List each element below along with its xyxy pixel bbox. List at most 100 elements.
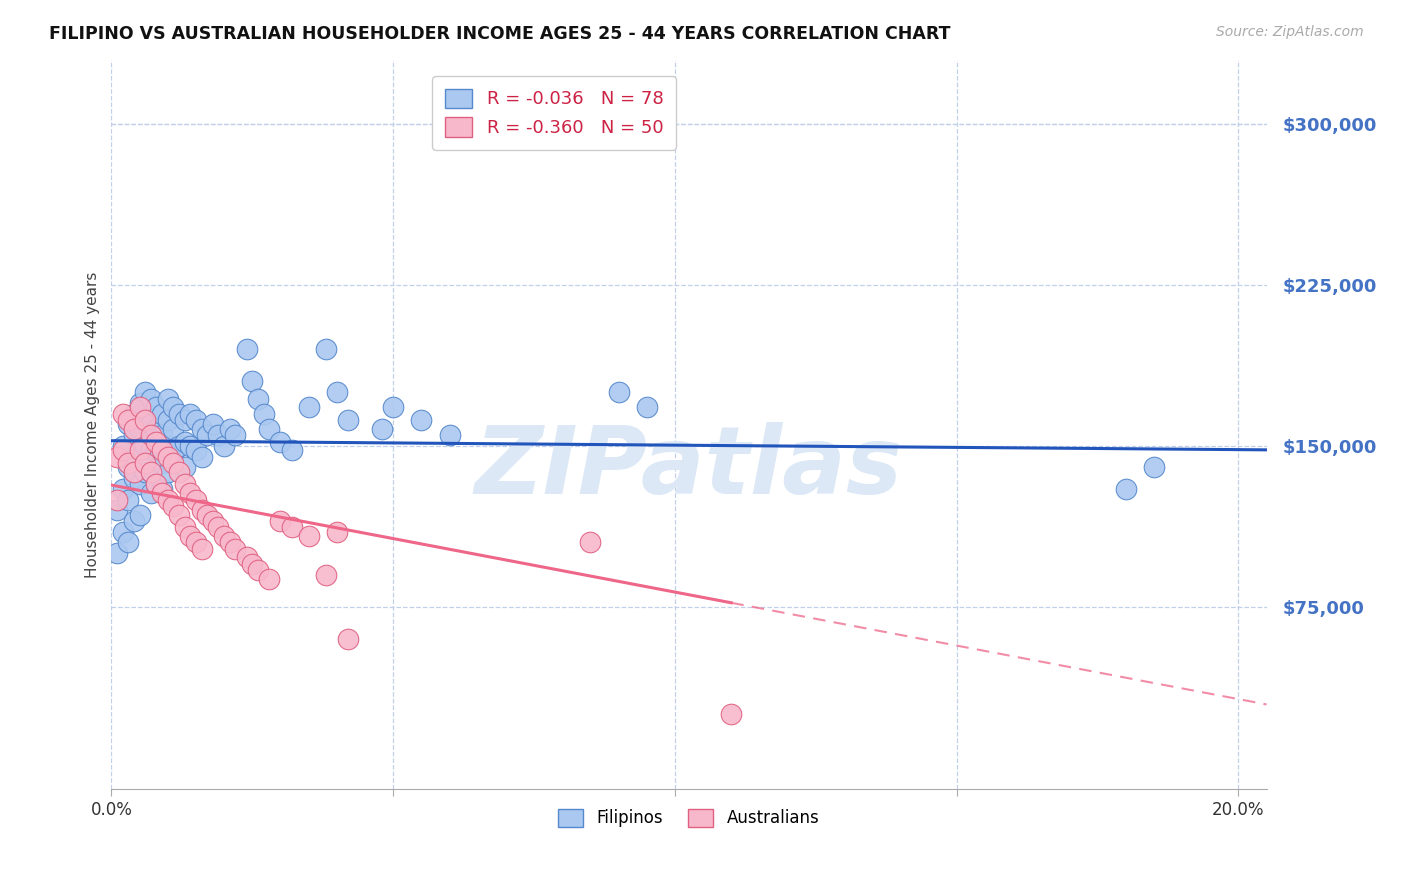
Point — [179, 529, 201, 543]
Point — [382, 401, 405, 415]
Point — [156, 492, 179, 507]
Point — [111, 524, 134, 539]
Point — [246, 392, 269, 406]
Point — [337, 413, 360, 427]
Point — [173, 477, 195, 491]
Point — [150, 443, 173, 458]
Point — [179, 439, 201, 453]
Point — [173, 434, 195, 449]
Point — [240, 375, 263, 389]
Point — [139, 443, 162, 458]
Point — [636, 401, 658, 415]
Point — [173, 460, 195, 475]
Point — [139, 417, 162, 432]
Point — [190, 450, 212, 464]
Point — [212, 529, 235, 543]
Text: Source: ZipAtlas.com: Source: ZipAtlas.com — [1216, 25, 1364, 39]
Point — [162, 450, 184, 464]
Point — [315, 343, 337, 357]
Point — [122, 514, 145, 528]
Point — [128, 508, 150, 522]
Point — [145, 443, 167, 458]
Point — [117, 460, 139, 475]
Legend: Filipinos, Australians: Filipinos, Australians — [550, 800, 828, 836]
Point — [439, 428, 461, 442]
Point — [207, 520, 229, 534]
Point — [218, 422, 240, 436]
Point — [246, 563, 269, 577]
Point — [134, 413, 156, 427]
Point — [122, 471, 145, 485]
Point — [411, 413, 433, 427]
Point — [145, 477, 167, 491]
Point — [167, 439, 190, 453]
Point — [167, 508, 190, 522]
Point — [128, 396, 150, 410]
Point — [139, 465, 162, 479]
Point — [139, 465, 162, 479]
Point — [371, 422, 394, 436]
Point — [184, 535, 207, 549]
Point — [315, 567, 337, 582]
Point — [105, 492, 128, 507]
Point — [579, 535, 602, 549]
Point — [117, 413, 139, 427]
Point — [1115, 482, 1137, 496]
Point — [257, 572, 280, 586]
Point — [128, 401, 150, 415]
Point — [298, 401, 321, 415]
Point — [224, 428, 246, 442]
Point — [128, 443, 150, 458]
Point — [184, 492, 207, 507]
Point — [150, 407, 173, 421]
Point — [105, 503, 128, 517]
Point — [179, 486, 201, 500]
Point — [156, 392, 179, 406]
Point — [162, 456, 184, 470]
Point — [720, 707, 742, 722]
Point — [195, 508, 218, 522]
Point — [134, 456, 156, 470]
Point — [111, 443, 134, 458]
Point — [111, 439, 134, 453]
Point — [122, 407, 145, 421]
Point — [128, 477, 150, 491]
Point — [162, 422, 184, 436]
Point — [184, 443, 207, 458]
Point — [122, 465, 145, 479]
Point — [235, 343, 257, 357]
Point — [252, 407, 274, 421]
Point — [145, 434, 167, 449]
Point — [167, 465, 190, 479]
Point — [257, 422, 280, 436]
Point — [235, 550, 257, 565]
Point — [111, 407, 134, 421]
Point — [173, 520, 195, 534]
Point — [139, 486, 162, 500]
Point — [122, 428, 145, 442]
Point — [607, 385, 630, 400]
Point — [240, 557, 263, 571]
Point — [162, 499, 184, 513]
Text: FILIPINO VS AUSTRALIAN HOUSEHOLDER INCOME AGES 25 - 44 YEARS CORRELATION CHART: FILIPINO VS AUSTRALIAN HOUSEHOLDER INCOM… — [49, 25, 950, 43]
Point — [145, 401, 167, 415]
Point — [184, 413, 207, 427]
Point — [117, 535, 139, 549]
Point — [224, 541, 246, 556]
Point — [156, 439, 179, 453]
Point — [326, 524, 349, 539]
Point — [218, 535, 240, 549]
Point — [201, 514, 224, 528]
Point — [150, 456, 173, 470]
Point — [280, 443, 302, 458]
Point — [105, 450, 128, 464]
Point — [156, 465, 179, 479]
Point — [173, 413, 195, 427]
Point — [190, 541, 212, 556]
Point — [212, 439, 235, 453]
Point — [201, 417, 224, 432]
Point — [105, 546, 128, 560]
Point — [117, 456, 139, 470]
Point — [326, 385, 349, 400]
Point — [128, 422, 150, 436]
